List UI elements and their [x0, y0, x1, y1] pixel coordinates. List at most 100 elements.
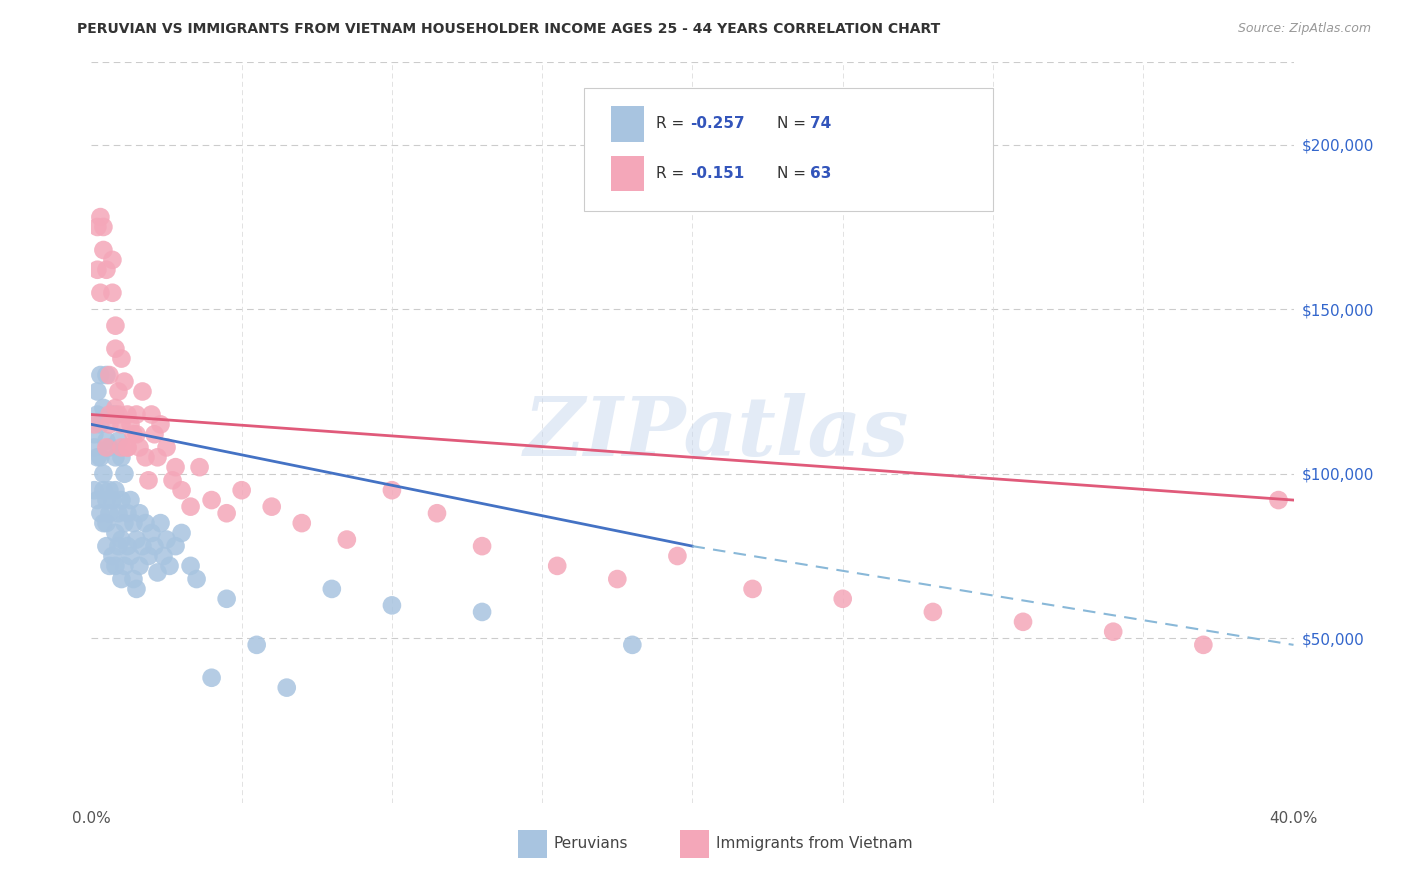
Point	[120, 417, 142, 432]
Point	[107, 539, 129, 553]
Point	[96, 493, 118, 508]
Text: ZIPatlas: ZIPatlas	[524, 392, 910, 473]
Point	[96, 368, 118, 382]
Point	[104, 401, 127, 415]
Point	[276, 681, 298, 695]
Point	[89, 417, 111, 432]
Point	[122, 516, 145, 530]
Point	[1012, 615, 1035, 629]
Bar	[610, 106, 644, 142]
Point	[546, 558, 568, 573]
Point	[117, 539, 139, 553]
Point	[1102, 624, 1125, 639]
FancyBboxPatch shape	[585, 88, 993, 211]
Point	[143, 427, 166, 442]
Text: R =: R =	[657, 166, 689, 181]
Point	[93, 467, 115, 481]
Point	[141, 408, 163, 422]
Point	[471, 605, 494, 619]
Point	[98, 408, 121, 422]
Point	[96, 441, 118, 455]
Point	[110, 572, 132, 586]
Text: N =: N =	[776, 166, 810, 181]
Point	[110, 533, 132, 547]
Point	[101, 252, 124, 267]
Text: -0.151: -0.151	[690, 166, 744, 181]
Point	[149, 417, 172, 432]
Point	[128, 506, 150, 520]
Text: Peruvians: Peruvians	[553, 836, 627, 851]
Text: 63: 63	[810, 166, 831, 181]
Point	[104, 558, 127, 573]
Point	[122, 427, 145, 442]
Point	[162, 473, 184, 487]
Text: -0.257: -0.257	[690, 116, 745, 131]
Point	[117, 441, 139, 455]
Point	[231, 483, 253, 498]
Point	[93, 401, 115, 415]
Point	[125, 582, 148, 596]
Point	[96, 434, 118, 448]
Point	[86, 493, 108, 508]
Point	[86, 384, 108, 399]
Point	[101, 285, 124, 300]
Point	[165, 460, 187, 475]
Point	[141, 526, 163, 541]
Point	[291, 516, 314, 530]
Point	[104, 450, 127, 465]
Point	[149, 516, 172, 530]
Point	[86, 219, 108, 234]
Point	[155, 441, 177, 455]
Point	[93, 516, 115, 530]
Bar	[681, 830, 709, 858]
Text: Immigrants from Vietnam: Immigrants from Vietnam	[717, 836, 912, 851]
Point	[110, 441, 132, 455]
Point	[104, 483, 127, 498]
Point	[180, 500, 202, 514]
Point	[89, 285, 111, 300]
Point	[117, 408, 139, 422]
Text: 74: 74	[810, 116, 831, 131]
Point	[426, 506, 449, 520]
Point	[98, 441, 121, 455]
Point	[134, 450, 156, 465]
Point	[246, 638, 269, 652]
Point	[104, 408, 127, 422]
Point	[117, 506, 139, 520]
Point	[170, 483, 193, 498]
Point	[146, 450, 169, 465]
Point	[215, 591, 238, 606]
Point	[122, 572, 145, 586]
Text: Source: ZipAtlas.com: Source: ZipAtlas.com	[1237, 22, 1371, 36]
Point	[93, 243, 115, 257]
Point	[922, 605, 945, 619]
Point	[89, 210, 111, 224]
Point	[114, 558, 136, 573]
Point	[117, 441, 139, 455]
Point	[831, 591, 853, 606]
Point	[89, 368, 111, 382]
Point	[215, 506, 238, 520]
Point	[125, 533, 148, 547]
Point	[125, 427, 148, 442]
Point	[201, 671, 224, 685]
Point	[201, 493, 224, 508]
Point	[89, 450, 111, 465]
Point	[86, 262, 108, 277]
Point	[381, 599, 404, 613]
Point	[98, 483, 121, 498]
Point	[321, 582, 343, 596]
Point	[93, 483, 115, 498]
Point	[96, 516, 118, 530]
Point	[83, 427, 105, 442]
Point	[143, 539, 166, 553]
Point	[110, 351, 132, 366]
Point	[131, 539, 153, 553]
Point	[381, 483, 404, 498]
Point	[96, 262, 118, 277]
Point	[165, 539, 187, 553]
Point	[606, 572, 628, 586]
Point	[101, 493, 124, 508]
Text: R =: R =	[657, 116, 689, 131]
Point	[125, 408, 148, 422]
